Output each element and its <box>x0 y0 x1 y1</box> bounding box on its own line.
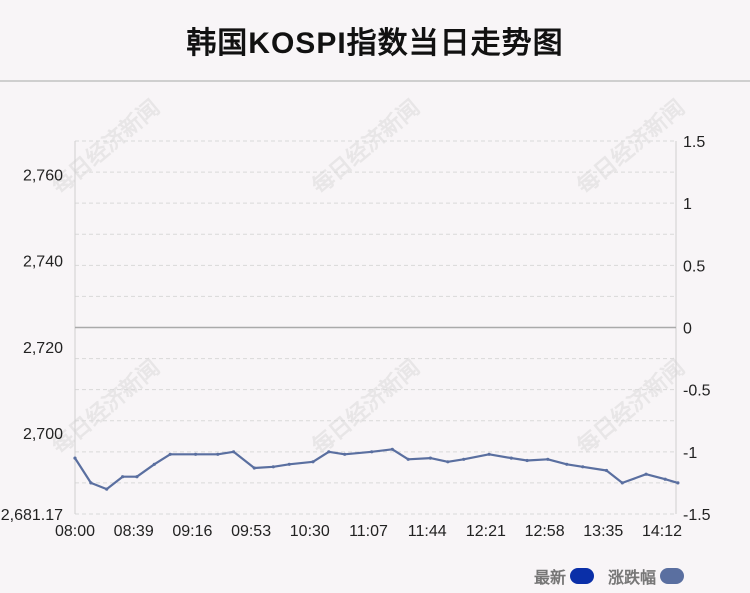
series-point <box>370 450 374 454</box>
series-point <box>135 475 139 479</box>
left-tick-label: 2,720 <box>23 340 63 357</box>
series-point <box>271 465 275 469</box>
right-tick-label: 0 <box>683 321 692 338</box>
series-point <box>343 452 347 456</box>
right-tick-label: 1 <box>683 196 692 213</box>
series-point <box>581 465 585 469</box>
series-point <box>487 452 491 456</box>
series-point <box>604 468 609 473</box>
grid-lines <box>75 140 676 515</box>
right-tick-label: 0.5 <box>683 258 705 275</box>
right-tick-label: -1 <box>683 445 697 462</box>
legend-label-change: 涨跌幅 <box>607 570 656 587</box>
x-tick-label: 11:44 <box>408 523 447 540</box>
left-tick-label: 2,681.17 <box>1 507 63 524</box>
x-tick-label: 10:30 <box>290 523 330 540</box>
series-point <box>525 458 529 463</box>
series-point <box>252 466 256 470</box>
series-point <box>565 462 569 466</box>
series-point <box>546 457 550 461</box>
series-point <box>232 450 236 454</box>
series-point <box>620 481 624 485</box>
series-point <box>676 481 680 485</box>
series-point <box>462 457 466 461</box>
left-tick-label: 2,740 <box>23 254 63 271</box>
right-tick-label: -1.5 <box>683 507 711 524</box>
x-tick-label: 12:21 <box>466 523 506 540</box>
series-point <box>89 481 93 485</box>
series-point <box>194 452 198 456</box>
left-axis-ticks: 2,681.17 2,700 2,720 2,740 2,760 <box>1 167 63 524</box>
legend-item-latest[interactable]: 最新 <box>534 564 594 588</box>
legend-label-latest: 最新 <box>533 570 566 587</box>
legend-swatch-change <box>660 568 684 584</box>
watermark-text-0: 每日经济新闻 <box>47 95 165 200</box>
series-point <box>105 487 109 491</box>
chart-title: 韩国KOSPI指数当日走势图 <box>186 27 564 60</box>
x-tick-label: 08:39 <box>114 523 154 540</box>
watermark-text-1: 每日经济新闻 <box>307 95 425 200</box>
x-tick-label: 08:00 <box>55 523 95 540</box>
watermark-text-5: 每日经济新闻 <box>572 355 690 460</box>
watermark-text-3: 每日经济新闻 <box>47 355 165 460</box>
right-axis-ticks: -1.5 -1 -0.5 0 0.5 1 1.5 <box>683 134 711 524</box>
series-point <box>509 456 513 460</box>
series-point <box>152 462 156 466</box>
series-point <box>644 472 648 476</box>
series-point <box>73 456 77 460</box>
x-tick-label: 09:53 <box>231 523 271 540</box>
title-divider <box>0 80 750 82</box>
series-point <box>168 452 172 456</box>
series-point <box>121 475 125 479</box>
series-point <box>287 462 291 466</box>
x-tick-label: 13:35 <box>583 523 623 540</box>
series-point <box>216 452 220 456</box>
legend-item-change[interactable]: 涨跌幅 <box>608 564 684 588</box>
x-axis-ticks: 08:00 08:39 09:16 09:53 10:30 11:07 11:44 12:21… <box>55 523 682 540</box>
series-point <box>390 447 394 451</box>
legend: 最新 涨跌幅 <box>534 564 684 588</box>
axes <box>74 141 677 514</box>
watermark-text-4: 每日经济新闻 <box>307 355 425 460</box>
x-tick-label: 11:07 <box>349 523 388 540</box>
series-point <box>663 477 667 481</box>
series-point <box>428 456 432 460</box>
legend-swatch-latest <box>569 568 594 584</box>
series-layer <box>73 447 680 491</box>
series-point <box>406 457 410 461</box>
x-tick-label: 12:58 <box>525 523 565 540</box>
right-tick-label: -0.5 <box>683 383 711 400</box>
left-tick-label: 2,700 <box>23 426 63 443</box>
left-tick-label: 2,760 <box>23 167 63 184</box>
series-point <box>311 460 315 464</box>
series-point <box>327 450 331 454</box>
right-tick-label: 1.5 <box>683 134 705 151</box>
x-tick-label: 14:12 <box>642 523 682 540</box>
watermark-text-2: 每日经济新闻 <box>572 95 690 200</box>
x-tick-label: 09:16 <box>172 523 212 540</box>
series-point <box>446 460 450 464</box>
